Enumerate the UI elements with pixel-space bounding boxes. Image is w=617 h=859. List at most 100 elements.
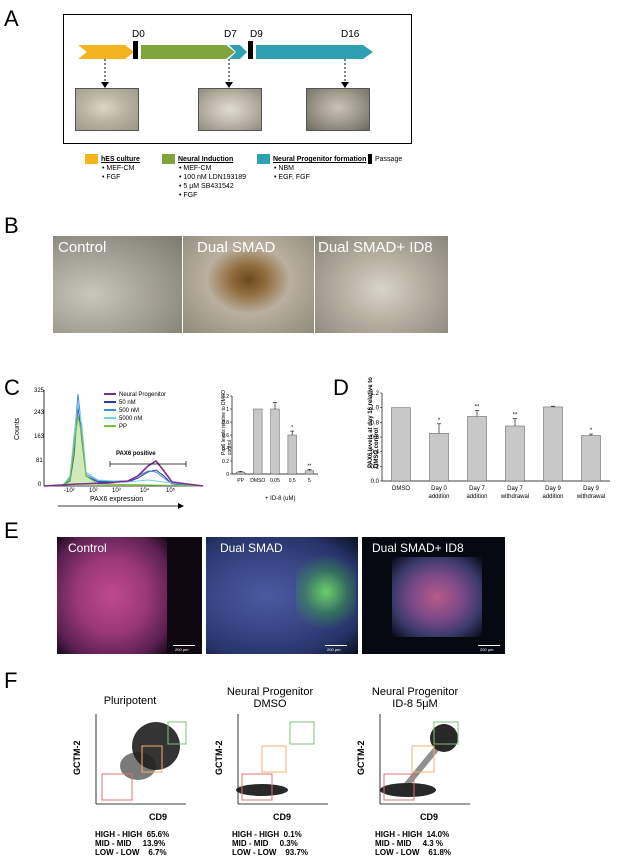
y-tick-label: 0.2 [371,464,380,470]
significance-label: * [438,418,441,424]
y-tick: 243 [34,410,45,416]
category-label: 5 [308,478,311,484]
x-tick: 10² [89,488,98,494]
f-stats-np-id8: HIGH - HIGH 14.0% MID - MID 4.3 % LOW - … [375,830,452,857]
progenitor-image [306,88,370,131]
category-label: withdrawal [500,494,529,500]
category-label: 0.5 [289,478,296,484]
x-tick: 10³ [112,488,121,494]
day-label: D0 [132,29,145,40]
bar [581,435,601,482]
legend-progenitor: Neural Progenitor formation • NBM • EGF,… [257,154,367,182]
category-label: Day 9 [583,486,599,492]
bar [543,406,563,482]
bar-d-ylabel: PAX6 levels at day 16 relative to DMSO c… [368,377,380,468]
category-label: withdrawal [576,494,605,500]
bar [236,471,246,475]
day-label: D9 [250,29,263,40]
bar [287,434,297,475]
y-tick-label: 0 [226,472,229,478]
flow-plot-np-id8 [379,714,470,805]
category-label: Day 7 [469,486,485,492]
bar-c-ylabel: Pax6 levels relative to DMSO control [221,389,233,455]
e-control-label: Control [68,541,107,555]
y-tick-label: 1.2 [222,394,229,400]
dual-smad-fluorescence [206,537,358,654]
category-label: Day 9 [545,486,561,492]
scale-bar [325,645,347,646]
e-dual-smad-id8-label: Dual SMAD+ ID8 [372,541,464,555]
significance-label: * [291,425,293,431]
curve-50nm [43,405,204,487]
bar [467,416,487,482]
category-label: addition [542,494,563,500]
category-label: PP [237,478,244,484]
y-tick: 325 [34,388,45,394]
pax6-bar-chart-d: 0.0 0.2 0.4 0.6 0.8 1.0 1.2 DMSO * Day 0 addition *… [371,391,610,500]
x-tick: 10⁴ [140,488,150,494]
significance-label: ** [475,405,480,411]
category-label: addition [466,494,487,500]
curve-neural-progenitor [43,459,204,487]
histogram-ylabel: Counts [14,417,21,440]
timeline-svg [78,41,373,88]
significance-label: ** [307,463,311,469]
legend-passage: Passage [368,154,402,164]
progenitor-arrow-small [229,45,247,59]
bar [270,408,280,475]
bar [505,425,525,482]
day-label: D7 [224,29,237,40]
pax6-bar-chart-c: 0 0.2 0.4 0.6 0.8 1 1.2 PP DMSO 0.05 * 0.5 ** 5 [222,394,318,484]
flow-plot-np-dmso [236,714,328,805]
category-label: 0.05 [270,478,280,484]
legend-neural-induction: Neural Induction • MEF-CM • 100 nM LDN19… [162,154,246,200]
f-stats-np-dmso: HIGH - HIGH 0.1% MID - MID 0.3% LOW - LO… [232,830,309,857]
control-label: Control [58,239,107,256]
f-stats-pluripotent: HIGH - HIGH 65.6% MID - MID 13.9% LOW - … [95,830,170,857]
neural-induction-image [198,88,262,131]
timeline-frame [63,14,412,144]
y-tick-label: 0.8 [371,420,380,426]
histogram-legend: Neural Progenitor 50 nM 500 nM 5000 nM P… [104,391,166,431]
y-tick-label: 0.2 [222,459,229,465]
dual-smad-id8-fluorescence [362,537,505,654]
curve-5000nm [43,403,204,487]
category-label: Day 7 [507,486,523,492]
flow-plot-pluripotent [95,714,187,805]
y-tick-label: 1 [226,407,229,413]
panel-label-a: A [4,6,19,31]
scale-bar [478,645,500,646]
neural-induction-arrow [141,45,235,59]
panel-label-b: B [4,213,19,238]
bar [391,407,411,482]
histogram-curves [43,393,204,487]
passage-marker [133,41,138,59]
y-tick-label: 0.0 [371,479,380,485]
legend-hes: hES culture • MEF-CM • FGF [85,154,140,182]
x-tick: -10² [64,488,75,494]
progenitor-arrow [256,45,373,59]
y-tick: 163 [34,434,45,440]
panel-label-f: F [4,668,18,693]
panel-label-e: E [4,518,19,543]
hes-culture-image [75,88,139,131]
dual-smad-id8-label: Dual SMAD+ ID8 [318,239,433,256]
y-tick-label: 1.0 [371,406,380,412]
f-ylabel: GCTM-2 [356,740,366,776]
y-tick-label: 0.6 [371,435,380,441]
f-xlabel: CD9 [149,812,168,822]
category-label: addition [428,494,449,500]
category-label: DMSO [250,478,265,484]
e-dual-smad-label: Dual SMAD [220,541,283,555]
y-tick-label: 1.2 [371,391,380,397]
curve-pp [43,415,204,487]
control-fluorescence [57,537,202,654]
passage-marker [248,41,253,59]
f-ylabel: GCTM-2 [214,740,224,776]
bar [253,408,263,475]
dual-smad-brightfield [183,236,314,333]
f-xlabel: CD9 [420,812,439,822]
pax6-positive-gate: PAX6 positive [116,451,156,457]
significance-label: ** [513,413,518,419]
bar [304,470,314,475]
